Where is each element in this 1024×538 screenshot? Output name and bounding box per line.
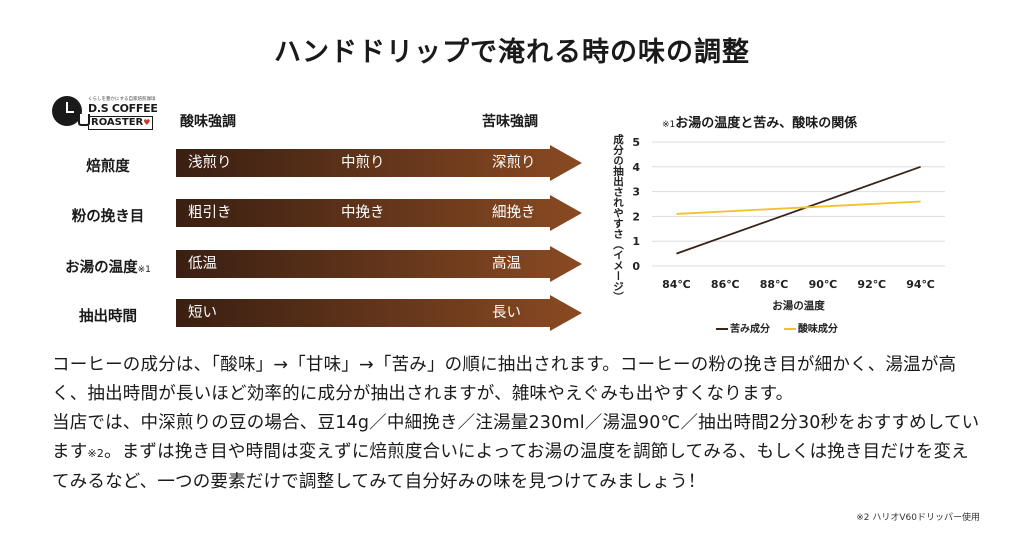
- heart-icon: ♥: [143, 118, 151, 127]
- legend-acid: 酸味成分: [797, 324, 838, 335]
- row-note: ※1: [137, 265, 151, 275]
- x-tick-label: 88℃: [760, 278, 789, 291]
- arrow-item: 粗引き: [188, 205, 232, 221]
- row-label-grind: 粉の挽き目: [40, 205, 176, 226]
- arrow-item: 中挽き: [341, 205, 385, 221]
- y-tick-label: 4: [632, 161, 640, 174]
- row-label-time: 抽出時間: [40, 305, 176, 326]
- paragraph-2: 当店では、中深煎りの豆の場合、豆14g／中細挽き／注湯量230ml／湯温90℃／…: [52, 409, 982, 497]
- row-label-text: 粉の挽き目: [71, 209, 145, 225]
- paragraph-1: コーヒーの成分は、「酸味」→「甘味」→「苦み」の順に抽出されます。コーヒーの粉の…: [52, 355, 957, 404]
- chart-title-text: お湯の温度と苦み、酸味の関係: [675, 116, 858, 131]
- paragraph-2b: 。まずは挽き目や時間は変えずに焙煎度合いによってお湯の温度を調節してみる、もしく…: [52, 442, 969, 492]
- row-label-text: 抽出時間: [79, 309, 137, 325]
- y-tick-label: 5: [632, 136, 640, 149]
- arrow-temperature: 低温 高温: [176, 246, 582, 282]
- series-line: [676, 200, 921, 215]
- chart-title: ※1お湯の温度と苦み、酸味の関係: [662, 112, 857, 131]
- logo-line2: ROASTER♥: [88, 116, 154, 130]
- temperature-chart: ※1お湯の温度と苦み、酸味の関係 成分の抽出されやすさ（イメージ） 0 1 2 3 4 5…: [600, 104, 980, 344]
- row-label-text: 焙煎度: [86, 159, 130, 175]
- legend-bitter: 苦み成分: [730, 324, 770, 335]
- chart-note: ※1: [662, 120, 676, 130]
- logo-line2-text: ROASTER: [91, 117, 144, 128]
- arrow-item: 細挽き: [492, 205, 536, 221]
- logo-tagline: くらしを豊かにする自家焙煎珈琲: [88, 97, 156, 102]
- y-tick-label: 0: [632, 260, 640, 273]
- x-tick-label: 94℃: [906, 278, 935, 291]
- arrow-item: 短い: [188, 305, 217, 321]
- logo-line1: D.S COFFEE: [88, 102, 158, 115]
- arrow-item: 長い: [492, 305, 521, 321]
- arrow-item: 浅煎り: [188, 155, 232, 171]
- paragraph-2a: 当店では、中深煎りの豆の場合、豆14g／中細挽き／注湯量230ml／湯温90℃／…: [52, 413, 980, 462]
- x-tick-label: 90℃: [809, 278, 838, 291]
- body-text: コーヒーの成分は、「酸味」→「甘味」→「苦み」の順に抽出されます。コーヒーの粉の…: [52, 351, 982, 497]
- footnote: ※2 ハリオV60ドリッパー使用: [856, 513, 980, 523]
- y-tick-label: 1: [632, 235, 640, 248]
- arrow-shape: [176, 246, 582, 282]
- paragraph-2-note: ※2: [87, 447, 105, 460]
- chart-ylabel: 成分の抽出されやすさ（イメージ）: [612, 134, 624, 302]
- arrow-item: 深煎り: [492, 155, 536, 171]
- arrow-item: 高温: [492, 256, 521, 272]
- chart-xlabel: お湯の温度: [772, 299, 825, 312]
- row-label-text: お湯の温度: [65, 260, 138, 276]
- legend-swatch-bitter: [716, 328, 728, 330]
- row-label-temperature: お湯の温度※1: [40, 256, 176, 277]
- logo: くらしを豊かにする自家焙煎珈琲 D.S COFFEE ROASTER♥: [52, 96, 158, 132]
- row-label-roast: 焙煎度: [40, 155, 176, 176]
- x-tick-label: 86℃: [711, 278, 740, 291]
- arrow-grind: 粗引き 中挽き 細挽き: [176, 195, 582, 231]
- y-tick-label: 2: [632, 210, 640, 223]
- x-tick-label: 84℃: [662, 278, 691, 291]
- chart-plot: 0 1 2 3 4 5 84℃ 86℃ 88℃ 90℃ 92℃ 94℃ お湯の温度: [632, 136, 945, 312]
- column-head-acid: 酸味強調: [180, 114, 236, 130]
- column-head-bitter: 苦味強調: [482, 114, 538, 130]
- chart-legend: 苦み成分 酸味成分: [716, 320, 838, 335]
- arrow-roast: 浅煎り 中煎り 深煎り: [176, 145, 582, 181]
- y-tick-label: 3: [632, 186, 640, 199]
- page-title: ハンドドリップで淹れる時の味の調整: [274, 37, 750, 68]
- legend-swatch-acid: [783, 328, 796, 330]
- arrow-item: 中煎り: [341, 155, 385, 171]
- x-tick-label: 92℃: [857, 278, 886, 291]
- series-line: [676, 165, 921, 255]
- arrow-time: 短い 長い: [176, 295, 582, 331]
- clock-icon: [52, 96, 82, 126]
- arrow-item: 低温: [188, 256, 217, 272]
- arrow-shape: [176, 295, 582, 331]
